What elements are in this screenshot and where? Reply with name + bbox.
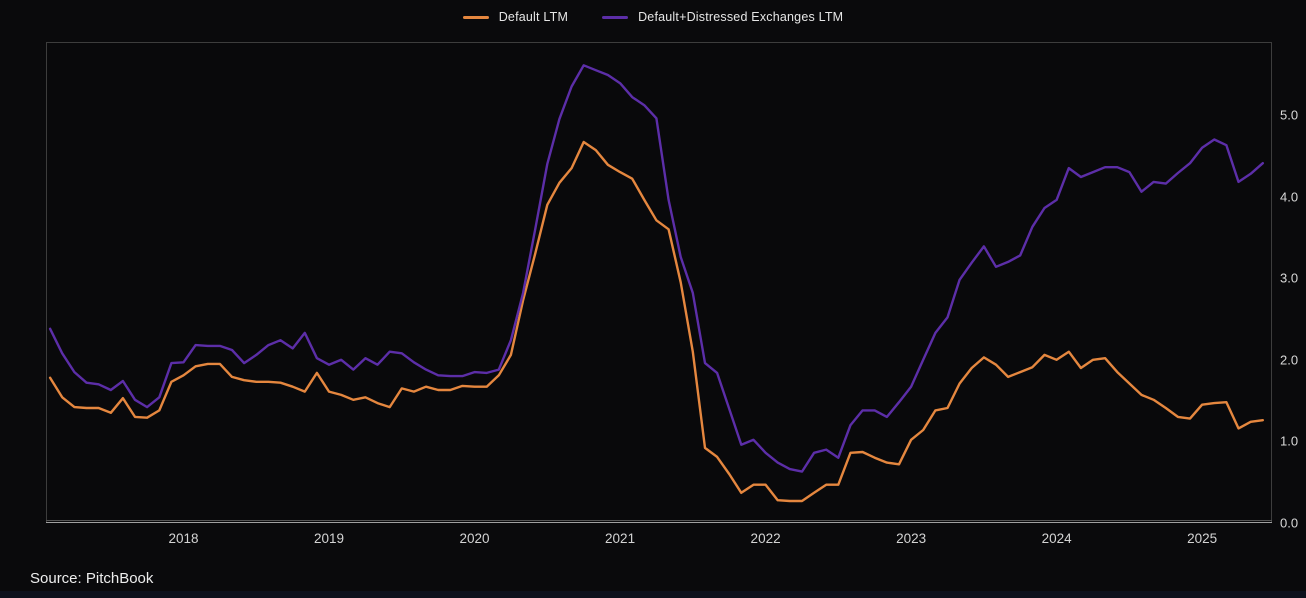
line-chart-canvas	[46, 42, 1272, 523]
x-tick-label-2022: 2022	[750, 531, 781, 546]
y-tick-label-2.0: 2.0	[1280, 352, 1299, 368]
plot-border	[46, 42, 1272, 523]
y-tick-label-3.0: 3.0	[1280, 270, 1299, 286]
x-tick-label-2020: 2020	[459, 531, 490, 546]
y-tick-label-0.0: 0.0	[1280, 515, 1299, 531]
chart-legend: Default LTM Default+Distressed Exchanges…	[0, 10, 1306, 24]
x-tick-label-2019: 2019	[314, 531, 345, 546]
plot-area	[46, 42, 1272, 523]
source-caption: Source: PitchBook	[30, 570, 154, 587]
series-line-default-ltm	[48, 140, 1265, 503]
legend-label-default-distressed-ltm: Default+Distressed Exchanges LTM	[638, 10, 844, 24]
x-tick-label-2021: 2021	[605, 531, 636, 546]
x-tick-label-2023: 2023	[896, 531, 927, 546]
legend-label-default-ltm: Default LTM	[498, 10, 569, 24]
x-tick-label-2025: 2025	[1187, 531, 1218, 546]
legend-item-default-distressed-ltm: Default+Distressed Exchanges LTM	[602, 10, 843, 24]
x-tick-label-2018: 2018	[168, 531, 199, 546]
y-tick-label-4.0: 4.0	[1280, 189, 1299, 205]
y-tick-label-1.0: 1.0	[1280, 433, 1299, 449]
legend-swatch-default-distressed-ltm	[602, 15, 629, 19]
series-line-default-distressed-ltm	[48, 64, 1265, 473]
legend-item-default-ltm: Default LTM	[462, 10, 569, 24]
bottom-accent-strip	[0, 591, 1306, 598]
y-tick-label-5.0: 5.0	[1280, 107, 1299, 123]
legend-swatch-default-ltm	[462, 15, 489, 19]
x-tick-label-2024: 2024	[1041, 531, 1072, 546]
